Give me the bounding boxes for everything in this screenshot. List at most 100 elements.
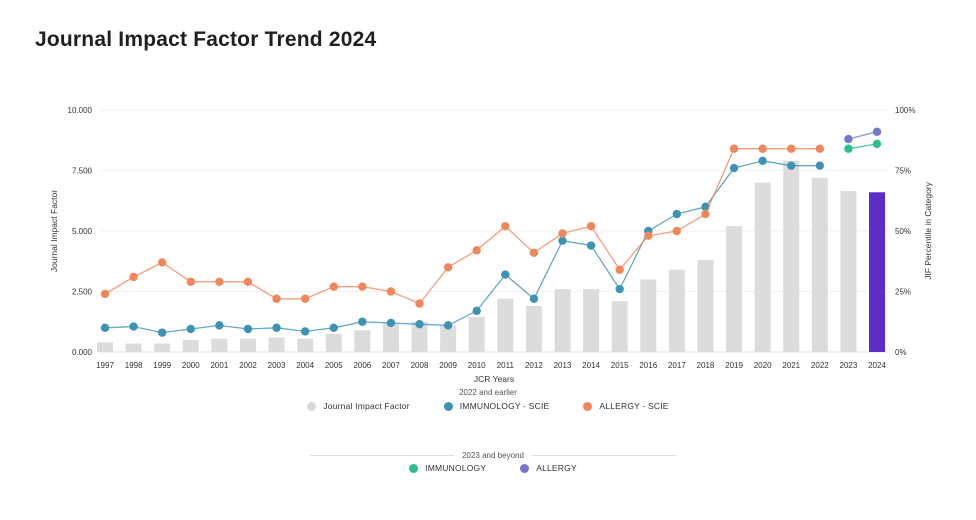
point-allergy_scie-2000 <box>186 277 195 287</box>
legend-item: IMMUNOLOGY - SCIE <box>443 401 550 411</box>
legend-dot-icon <box>583 401 593 411</box>
x-axis-tick: 1998 <box>125 361 143 370</box>
x-axis-tick: 2018 <box>697 361 715 370</box>
bar-1997 <box>97 342 113 352</box>
point-allergy_scie-2005 <box>329 282 338 291</box>
x-axis-tick: 2004 <box>296 361 314 370</box>
y-axis-tick-right: 0% <box>895 348 907 357</box>
legend-title: 2023 and beyond <box>454 451 532 461</box>
legend-item: ALLERGY <box>520 463 577 473</box>
x-axis-tick: 2003 <box>268 361 286 370</box>
point-allergy_scie-2012 <box>529 248 539 257</box>
x-axis-tick: 2005 <box>325 361 343 370</box>
point-immunology_scie-1999 <box>157 328 167 337</box>
point-immunology-2024 <box>872 139 882 149</box>
point-allergy_scie-2022 <box>815 144 825 153</box>
y-axis-tick-right: 25% <box>895 288 911 297</box>
point-allergy_scie-2010 <box>472 246 481 255</box>
point-immunology_scie-2019 <box>729 163 739 173</box>
point-immunology_scie-1997 <box>100 323 110 332</box>
bar-2017 <box>668 269 685 352</box>
point-immunology_scie-2006 <box>358 317 367 326</box>
point-immunology_scie-2011 <box>501 270 510 279</box>
legend-item-label: ALLERGY - SCIE <box>599 401 669 411</box>
point-allergy-2023 <box>844 134 853 144</box>
bar-2011 <box>497 298 514 352</box>
x-axis-tick: 2000 <box>182 361 200 370</box>
x-axis-tick: 2007 <box>382 361 400 370</box>
y-axis-title-right: JIF Percentile in Category <box>923 181 933 280</box>
bar-2005 <box>325 333 342 352</box>
bar-2010 <box>468 316 485 352</box>
point-allergy_scie-2021 <box>787 144 796 153</box>
x-axis-tick: 1999 <box>153 361 171 370</box>
point-allergy_scie-2013 <box>558 229 567 238</box>
point-allergy_scie-2011 <box>501 221 510 231</box>
point-allergy_scie-1999 <box>157 258 167 267</box>
point-allergy_scie-2003 <box>272 294 281 303</box>
point-allergy_scie-1997 <box>100 289 110 299</box>
x-axis-tick: 2019 <box>725 361 743 370</box>
point-allergy_scie-2008 <box>415 299 424 308</box>
bar-2007 <box>382 322 399 352</box>
legend-2023-and-beyond: 2023 and beyond IMMUNOLOGY ALLERGY <box>310 451 676 473</box>
x-axis-tick: 2017 <box>668 361 686 370</box>
bar-1999 <box>154 343 171 352</box>
bar-2024 <box>869 192 886 352</box>
point-immunology_scie-2003 <box>272 323 281 332</box>
bar-2020 <box>754 182 771 352</box>
point-allergy_scie-2007 <box>386 287 396 296</box>
x-axis-tick: 2009 <box>439 361 457 370</box>
point-allergy_scie-2015 <box>615 265 624 274</box>
point-immunology_scie-2009 <box>443 321 453 330</box>
y-axis-title-left: Journal Impact Factor <box>49 190 59 272</box>
point-allergy_scie-2006 <box>358 282 367 291</box>
point-allergy_scie-1998 <box>129 272 138 282</box>
point-immunology_scie-2013 <box>558 236 567 245</box>
point-immunology_scie-2002 <box>243 324 253 334</box>
bar-1998 <box>125 343 142 352</box>
y-axis-tick-left: 2.500 <box>72 288 93 297</box>
line-allergy <box>848 131 878 140</box>
point-allergy-2024 <box>872 127 882 136</box>
x-axis-tick: 1997 <box>96 361 114 370</box>
legend-dot-icon <box>307 401 317 411</box>
y-axis-tick-left: 5.000 <box>72 227 93 236</box>
legend-dot-icon <box>520 463 530 473</box>
x-axis-tick: 2012 <box>525 361 543 370</box>
legend-item: IMMUNOLOGY <box>409 463 486 473</box>
x-axis-tick: 2010 <box>468 361 486 370</box>
legend-2022-and-earlier: 2022 and earlier Journal Impact Factor IM… <box>0 388 976 411</box>
bar-2013 <box>554 289 571 352</box>
y-axis-tick-right: 100% <box>895 106 915 115</box>
point-immunology-2023 <box>844 144 853 153</box>
point-immunology_scie-2001 <box>215 321 224 330</box>
x-axis-tick: 2021 <box>782 361 800 370</box>
x-axis-tick: 2013 <box>554 361 572 370</box>
bar-2004 <box>297 338 314 352</box>
point-allergy_scie-2020 <box>758 144 767 153</box>
point-immunology_scie-2007 <box>386 318 396 328</box>
legend-item-label: IMMUNOLOGY - SCIE <box>459 401 550 411</box>
legend-title: 2022 and earlier <box>459 388 517 397</box>
point-immunology_scie-2012 <box>529 294 539 303</box>
x-axis-tick: 2014 <box>582 361 600 370</box>
bar-2015 <box>611 301 628 352</box>
bar-2018 <box>697 260 714 352</box>
point-immunology_scie-2004 <box>300 327 310 336</box>
point-allergy_scie-2002 <box>243 277 253 287</box>
point-immunology_scie-2022 <box>815 161 825 170</box>
bar-2006 <box>354 330 371 352</box>
bar-2003 <box>268 337 285 352</box>
y-axis-tick-left: 0.000 <box>72 348 93 357</box>
legend-items-row: IMMUNOLOGY ALLERGY <box>310 463 676 473</box>
point-immunology_scie-2005 <box>329 323 338 332</box>
point-immunology_scie-2015 <box>615 284 624 294</box>
point-immunology_scie-2017 <box>672 209 682 219</box>
legend-dot-icon <box>443 401 453 411</box>
x-axis-tick: 2020 <box>754 361 772 370</box>
bar-2021 <box>783 160 800 352</box>
bar-2016 <box>640 279 657 352</box>
point-allergy_scie-2017 <box>672 226 682 236</box>
legend-item: Journal Impact Factor <box>307 401 410 411</box>
